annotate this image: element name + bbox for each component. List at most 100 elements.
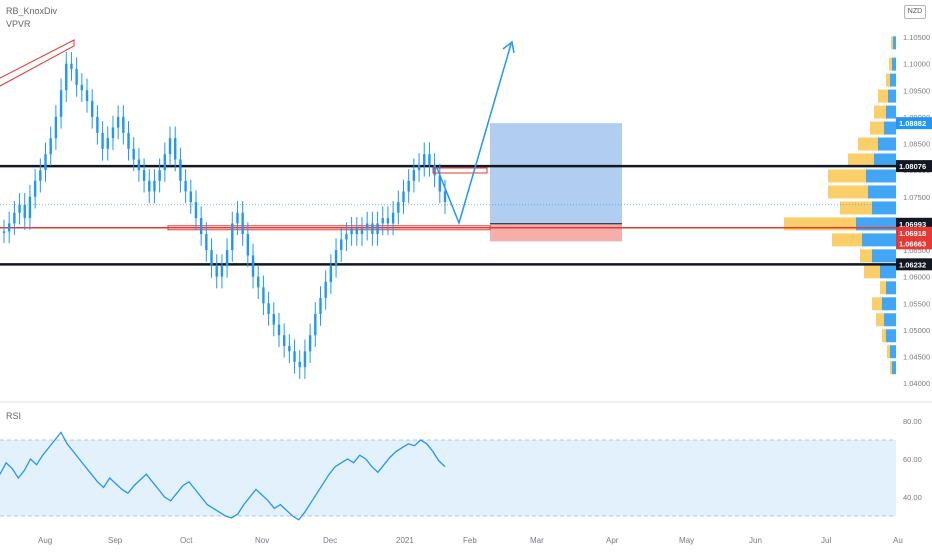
volume-profile-down-bar xyxy=(840,201,872,215)
volume-profile-up-bar xyxy=(892,57,896,71)
candle-body xyxy=(54,116,58,139)
x-tick-label: Dec xyxy=(323,536,337,545)
candle-body xyxy=(423,154,426,165)
candle-body xyxy=(308,335,312,352)
candle-body xyxy=(355,228,358,235)
candle-body xyxy=(39,170,42,181)
y-tick-label: 1.09500 xyxy=(903,86,930,95)
y-tick-label: 1.10500 xyxy=(903,33,930,42)
projection-path xyxy=(436,43,512,226)
x-tick-label: Nov xyxy=(255,536,269,545)
volume-profile-up-bar xyxy=(868,185,896,199)
candle-body xyxy=(277,324,281,336)
volume-profile-down-bar xyxy=(828,185,868,199)
candle-body xyxy=(220,266,224,277)
indicator-label-knoxdiv[interactable]: RB_KnoxDiv xyxy=(6,6,58,16)
candle-body xyxy=(80,84,84,91)
rsi-tick-label: 40.00 xyxy=(903,493,922,502)
candle-body xyxy=(132,148,135,160)
candle-body xyxy=(158,170,161,181)
candle-body xyxy=(428,154,431,165)
candle-body xyxy=(28,196,32,219)
volume-profile-down-bar xyxy=(880,281,886,295)
volume-profile-up-bar xyxy=(878,137,896,151)
candle-body xyxy=(85,90,89,101)
candle-body xyxy=(111,127,115,139)
candle-body xyxy=(262,287,265,304)
rsi-band xyxy=(0,440,896,516)
candle-body xyxy=(314,313,317,336)
volume-profile-down-bar xyxy=(832,233,862,247)
candle-body xyxy=(106,138,109,149)
volume-profile-up-bar xyxy=(886,105,896,119)
volume-profile-down-bar xyxy=(887,345,890,359)
candle-body xyxy=(282,335,286,346)
candle-body xyxy=(241,212,244,235)
volume-profile-up-bar xyxy=(890,73,896,87)
candle-body xyxy=(319,297,322,314)
volume-profile-down-bar xyxy=(889,57,892,71)
candle-body xyxy=(272,313,275,325)
candle-body xyxy=(345,234,348,240)
x-tick-label: 2021 xyxy=(396,536,414,545)
volume-profile-up-bar xyxy=(886,281,896,295)
y-tick-label: 1.05000 xyxy=(903,326,930,335)
candle-body xyxy=(340,239,343,251)
y-tick-label: 1.10000 xyxy=(903,60,930,69)
volume-profile-up-bar xyxy=(872,249,896,263)
candle-body xyxy=(267,303,270,314)
volume-profile-up-bar xyxy=(893,36,896,50)
candle-body xyxy=(142,170,146,181)
volume-profile-down-bar xyxy=(848,153,874,167)
volume-profile-down-bar xyxy=(864,265,880,279)
volume-profile-down-bar xyxy=(874,105,886,119)
candle-body xyxy=(75,68,78,85)
indicator-label-vpvr[interactable]: VPVR xyxy=(6,19,31,29)
candle-body xyxy=(324,281,327,298)
level-highlight-box xyxy=(167,225,491,231)
rsi-line xyxy=(0,431,446,521)
volume-profile-down-bar xyxy=(891,36,893,50)
candle-body xyxy=(2,231,6,233)
volume-profile-up-bar xyxy=(884,121,896,135)
candle-body xyxy=(44,154,47,171)
volume-profile-down-bar xyxy=(890,361,892,375)
projection-arrowhead xyxy=(502,40,515,54)
y-tick-label: 1.06000 xyxy=(903,273,930,282)
volume-profile-down-bar xyxy=(876,313,884,327)
volume-profile-down-bar xyxy=(860,249,872,263)
price-label-badge xyxy=(896,226,932,239)
candle-body xyxy=(215,266,218,277)
volume-profile-up-bar xyxy=(866,169,896,183)
y-tick-label: 1.08500 xyxy=(903,140,930,149)
volume-profile-down-bar xyxy=(886,73,890,87)
candle-body xyxy=(303,351,307,368)
candle-body xyxy=(288,345,291,352)
candle-body xyxy=(360,228,364,235)
x-tick-label: Sep xyxy=(108,536,123,545)
candle-body xyxy=(148,180,151,192)
candle-body xyxy=(329,266,333,282)
candle-body xyxy=(443,191,447,203)
volume-profile-down-bar xyxy=(882,329,886,343)
candle-body xyxy=(438,175,442,192)
price-label-badge xyxy=(896,160,932,173)
candle-body xyxy=(49,138,52,155)
volume-profile-up-bar xyxy=(880,265,896,279)
rsi-label[interactable]: RSI xyxy=(6,411,22,421)
candle-body xyxy=(127,132,130,149)
target-zone xyxy=(490,123,622,224)
x-tick-label: May xyxy=(679,536,694,545)
x-tick-label: Feb xyxy=(463,536,477,545)
candle-body xyxy=(386,218,390,224)
candle-body xyxy=(194,202,198,219)
currency-badge[interactable]: NZD xyxy=(904,5,926,19)
volume-profile-down-bar xyxy=(858,137,878,151)
volume-profile-up-bar xyxy=(882,297,896,311)
candle-body xyxy=(231,223,234,251)
candle-body xyxy=(23,204,26,219)
volume-profile-up-bar xyxy=(884,313,896,327)
candle-body xyxy=(433,164,436,176)
